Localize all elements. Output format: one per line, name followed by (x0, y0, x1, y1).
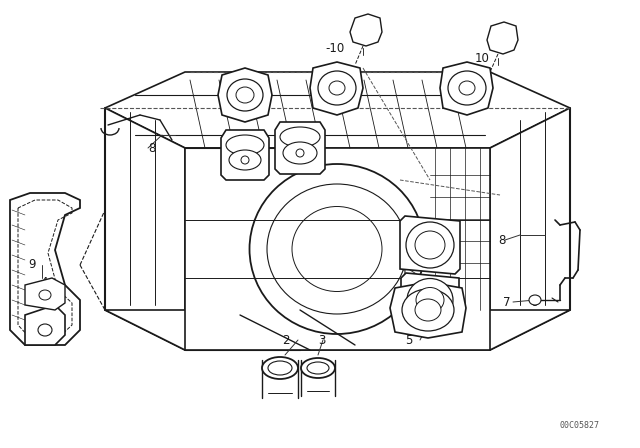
Ellipse shape (227, 79, 263, 111)
Text: 00C05827: 00C05827 (560, 421, 600, 430)
Ellipse shape (292, 207, 382, 292)
Ellipse shape (38, 324, 52, 336)
Polygon shape (218, 68, 272, 122)
Text: 1: 1 (233, 142, 241, 155)
Ellipse shape (283, 142, 317, 164)
Ellipse shape (280, 127, 320, 147)
Ellipse shape (529, 295, 541, 305)
Ellipse shape (329, 81, 345, 95)
Text: 8: 8 (498, 233, 506, 246)
Text: 4: 4 (40, 276, 48, 289)
Text: 5: 5 (406, 333, 413, 346)
Polygon shape (105, 310, 570, 350)
Text: 1: 1 (401, 268, 408, 281)
Text: -10: -10 (326, 42, 345, 55)
Ellipse shape (39, 290, 51, 300)
Polygon shape (25, 305, 65, 345)
Ellipse shape (406, 222, 454, 268)
Polygon shape (487, 22, 518, 54)
Ellipse shape (250, 164, 424, 334)
Text: 3: 3 (455, 69, 463, 82)
Ellipse shape (407, 279, 453, 322)
Polygon shape (401, 273, 459, 327)
Text: 3: 3 (324, 69, 332, 82)
Text: 3: 3 (318, 333, 325, 346)
Polygon shape (490, 108, 570, 350)
Ellipse shape (415, 299, 441, 321)
Ellipse shape (236, 87, 254, 103)
Polygon shape (275, 122, 325, 174)
Polygon shape (185, 148, 490, 350)
Polygon shape (105, 72, 570, 148)
Polygon shape (350, 14, 382, 46)
Polygon shape (221, 130, 269, 180)
Ellipse shape (268, 361, 292, 375)
Ellipse shape (301, 358, 335, 378)
Ellipse shape (241, 156, 249, 164)
Text: 1: 1 (275, 137, 282, 150)
Polygon shape (400, 216, 460, 274)
Polygon shape (440, 62, 493, 115)
Ellipse shape (415, 231, 445, 259)
Ellipse shape (226, 135, 264, 155)
Text: 7: 7 (502, 296, 510, 309)
Polygon shape (105, 108, 185, 350)
Polygon shape (390, 282, 466, 338)
Polygon shape (310, 62, 363, 115)
Ellipse shape (267, 184, 407, 314)
Ellipse shape (262, 357, 298, 379)
Ellipse shape (416, 288, 444, 313)
Ellipse shape (296, 149, 304, 157)
Ellipse shape (459, 81, 475, 95)
Text: 2: 2 (282, 333, 290, 346)
Text: 9: 9 (29, 258, 36, 271)
Ellipse shape (229, 150, 261, 170)
Text: 8: 8 (148, 142, 156, 155)
Text: 6: 6 (530, 296, 538, 309)
Ellipse shape (307, 362, 329, 374)
Text: 10: 10 (475, 52, 490, 65)
Ellipse shape (318, 71, 356, 105)
Ellipse shape (448, 71, 486, 105)
Polygon shape (25, 278, 65, 310)
Ellipse shape (402, 289, 454, 331)
Text: 1: 1 (401, 238, 408, 251)
